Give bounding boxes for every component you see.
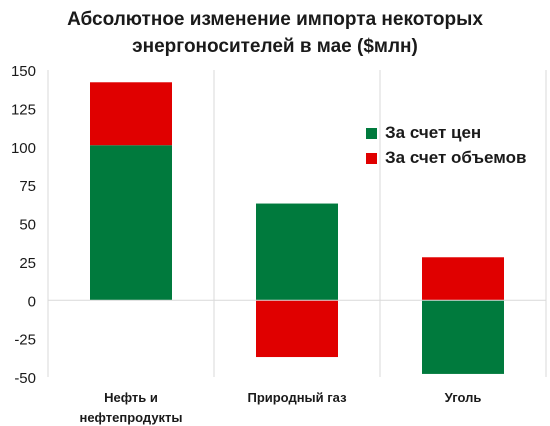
y-tick-label: 0 bbox=[28, 293, 36, 310]
y-tick-label: 150 bbox=[11, 63, 36, 80]
x-category-label: Уголь bbox=[445, 390, 482, 405]
legend-swatch bbox=[366, 153, 377, 164]
x-category-label: Нефть и bbox=[104, 390, 158, 405]
legend-label: За счет объемов bbox=[385, 148, 526, 167]
y-tick-label: 50 bbox=[19, 217, 36, 234]
legend-label: За счет цен bbox=[385, 123, 481, 142]
x-category-label: нефтепродукты bbox=[79, 410, 182, 425]
chart-title-line-1: Абсолютное изменение импорта некоторых bbox=[67, 9, 483, 30]
y-tick-label: -25 bbox=[14, 332, 36, 349]
y-tick-label: -50 bbox=[14, 370, 36, 387]
legend-swatch bbox=[366, 128, 377, 139]
y-tick-label: 75 bbox=[19, 178, 36, 195]
bar-price bbox=[90, 145, 172, 301]
bar-volume bbox=[256, 300, 338, 358]
x-category-label: Природный газ bbox=[247, 390, 347, 405]
y-tick-label: 25 bbox=[19, 255, 36, 272]
y-tick-label: 125 bbox=[11, 101, 36, 118]
chart-title: Абсолютное изменение импорта некоторых э… bbox=[40, 6, 510, 60]
bar-price bbox=[256, 203, 338, 301]
y-tick-label: 100 bbox=[11, 140, 36, 157]
bar-volume bbox=[90, 82, 172, 146]
bar-volume bbox=[422, 257, 504, 301]
chart-title-line-2: энергоносителей в мае ($млн) bbox=[132, 36, 418, 57]
bar-price bbox=[422, 300, 504, 374]
